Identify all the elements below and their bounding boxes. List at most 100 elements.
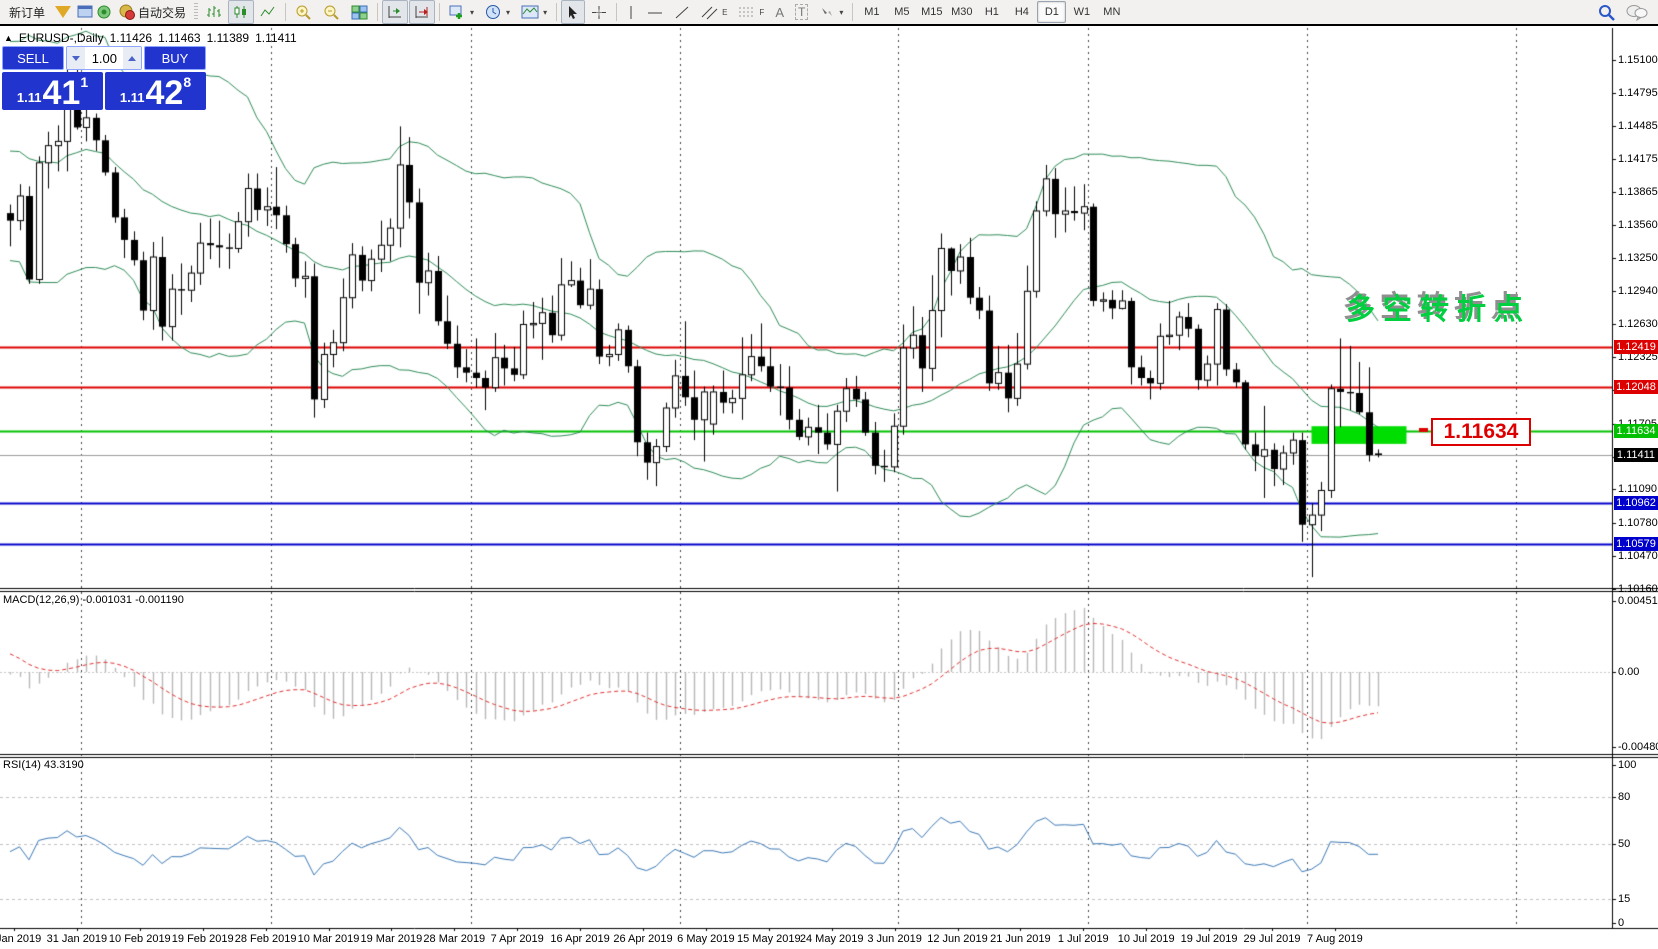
signal-icon[interactable] (95, 4, 113, 20)
triangle-down-icon (72, 55, 80, 61)
equidistant-channel-icon (701, 6, 718, 19)
tile-windows-button[interactable] (346, 0, 373, 24)
sell-price-big: 41 (42, 74, 81, 112)
volume-increase-button[interactable] (123, 47, 141, 69)
label-tool-button[interactable]: T (790, 0, 813, 24)
auto-trading-icon (119, 4, 136, 20)
date-tick: 12 Jun 2019 (927, 933, 988, 945)
funnel-icon[interactable] (55, 6, 72, 18)
date-tick: 10 Jul 2019 (1117, 933, 1175, 945)
timeframe-m30-button[interactable]: M30 (951, 6, 973, 18)
buy-price-head: 1.11 (119, 90, 145, 105)
line-chart-icon (260, 6, 275, 17)
bar-chart-icon (207, 6, 222, 17)
shapes-tool-button[interactable]: ▾ (814, 0, 848, 24)
volume-decrease-button[interactable] (67, 47, 85, 69)
fibonacci-tool-button[interactable]: F (733, 0, 769, 24)
price-callout-box: 1.11634 (1431, 418, 1531, 446)
templates-icon (521, 5, 539, 18)
symbol-triangle-icon: ▲ (4, 33, 13, 43)
price-tick: 1.15100 (1618, 54, 1658, 66)
price-tick: 1.12325 (1618, 351, 1658, 363)
level-badge: 1.12048 (1614, 380, 1658, 394)
vertical-line-tool-button[interactable] (621, 0, 641, 24)
buy-price-pip: 8 (183, 74, 192, 90)
crosshair-tool-button[interactable] (586, 0, 612, 24)
timeframe-m15-button[interactable]: M15 (921, 6, 943, 18)
chevron-down-icon: ▾ (543, 7, 548, 17)
timeframe-m5-button[interactable]: M5 (894, 6, 910, 18)
horizontal-line-tool-button[interactable] (642, 0, 668, 24)
new-order-label: 新订单 (9, 5, 46, 20)
candlestick-chart-button[interactable] (228, 0, 255, 24)
date-tick: 19 Mar 2019 (360, 933, 423, 945)
candlestick-chart-icon (234, 6, 247, 18)
price-tick: 1.13250 (1618, 252, 1658, 264)
new-order-button[interactable]: 新订单 (4, 0, 50, 24)
toolbar: 新订单 自动交易 ▾ ▾ ▾ (0, 0, 1658, 26)
cursor-tool-button[interactable] (561, 0, 586, 24)
chat-icon[interactable] (1626, 4, 1648, 21)
triangle-up-icon (128, 55, 136, 61)
auto-trading-button[interactable]: 自动交易 (114, 0, 191, 24)
sell-button[interactable]: SELL (2, 46, 64, 70)
date-tick: 10 Mar 2019 (297, 933, 360, 945)
ohlc-low: 1.11389 (206, 31, 250, 45)
date-tick: 19 Jul 2019 (1180, 933, 1238, 945)
timeframe-h4-button[interactable]: H4 (1014, 6, 1029, 18)
timeframe-d1-button[interactable]: D1 (1037, 1, 1067, 23)
chart-shift-icon (388, 6, 402, 18)
sell-price[interactable]: 1.11 41 1 (2, 72, 103, 110)
crosshair-icon (592, 5, 607, 19)
trendline-tool-button[interactable] (669, 0, 695, 24)
zoom-out-button[interactable] (318, 0, 345, 24)
rsi-tick: 80 (1618, 791, 1631, 803)
chart-header: ▲ EURUSD-,Daily 1.11426 1.11463 1.11389 … (4, 31, 297, 45)
timeframe-w1-button[interactable]: W1 (1073, 6, 1091, 18)
channel-tool-button[interactable]: E (696, 0, 732, 24)
bar-chart-button[interactable] (201, 0, 227, 24)
price-tick: 1.10780 (1618, 517, 1658, 529)
buy-price[interactable]: 1.11 42 8 (105, 72, 206, 110)
buy-button[interactable]: BUY (144, 46, 206, 70)
timeframe-mn-button[interactable]: MN (1103, 6, 1121, 18)
chart-shift-button[interactable] (382, 0, 409, 24)
macd-tick: 0.00 (1618, 666, 1640, 678)
macd-tick: -0.004806 (1618, 741, 1658, 753)
date-tick: 1 Jul 2019 (1057, 933, 1109, 945)
zoom-in-button[interactable] (290, 0, 317, 24)
timeframe-m1-button[interactable]: M1 (864, 6, 880, 18)
date-tick: 3 Jun 2019 (867, 933, 922, 945)
sell-price-head: 1.11 (16, 90, 42, 105)
search-icon[interactable] (1598, 4, 1616, 21)
timeframe-h1-button[interactable]: H1 (984, 6, 999, 18)
macd-value-main: -0.001031 (82, 594, 133, 606)
date-tick: 7 Aug 2019 (1307, 933, 1363, 945)
level-badge: 1.11634 (1614, 424, 1658, 438)
chart-symbol-period: EURUSD-,Daily (18, 31, 104, 45)
templates-button[interactable]: ▾ (516, 0, 552, 24)
date-tick: 28 Mar 2019 (423, 933, 486, 945)
trendline-icon (675, 6, 689, 18)
price-tick: 1.13865 (1618, 186, 1658, 198)
auto-scroll-button[interactable] (409, 0, 436, 24)
text-tool-button[interactable]: A (770, 0, 789, 24)
ohlc-high: 1.11463 (158, 31, 201, 45)
periods-button[interactable]: ▾ (480, 0, 515, 24)
date-tick: 6 May 2019 (677, 933, 735, 945)
date-tick: 10 Feb 2019 (108, 933, 171, 945)
chart-annotation-text: 多空转折点 (1346, 292, 1532, 326)
rsi-name: RSI(14) (3, 759, 41, 771)
tile-windows-icon (351, 5, 368, 19)
line-chart-button[interactable] (255, 0, 281, 24)
date-tick: 26 Apr 2019 (613, 933, 673, 945)
volume-input[interactable]: 1.00 (91, 50, 117, 66)
new-chart-button[interactable]: ▾ (444, 0, 479, 24)
auto-trading-label: 自动交易 (138, 5, 187, 20)
price-tick: 1.11090 (1618, 483, 1657, 495)
date-tick: 7 Apr 2019 (490, 933, 544, 945)
terminal-icon[interactable] (76, 4, 94, 20)
shapes-icon (822, 8, 833, 16)
